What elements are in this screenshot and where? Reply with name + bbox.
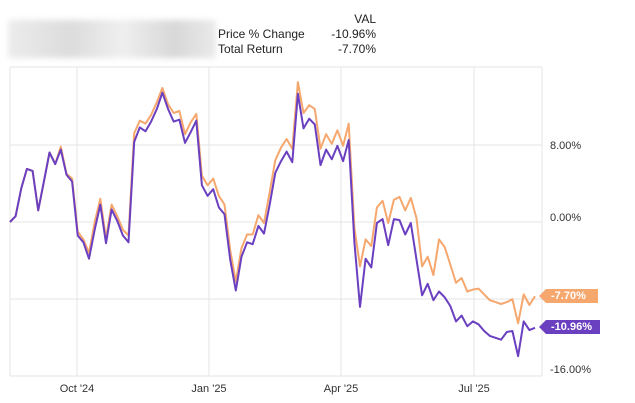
- y-tick-0: 0.00%: [550, 212, 581, 224]
- y-axis: 8.00% 0.00% -16.00%: [550, 140, 591, 376]
- legend-value-price-change: -10.96%: [331, 27, 376, 41]
- end-tag-price-change-text: -10.96%: [551, 321, 592, 333]
- x-axis: Oct '24 Jan '25 Apr '25 Jul '25: [60, 383, 490, 395]
- end-tag-total-return-shape: [539, 289, 598, 303]
- x-tick-jan: Jan '25: [191, 383, 226, 395]
- y-tick-8: 8.00%: [550, 140, 581, 152]
- series-layer: [9, 81, 536, 358]
- legend-ticker: VAL: [354, 12, 376, 26]
- x-tick-jul: Jul '25: [458, 383, 489, 395]
- x-tick-apr: Apr '25: [324, 383, 359, 395]
- legend-row-price-change: Price % Change -10.96%: [218, 27, 376, 42]
- series-line-total-return: [9, 81, 536, 325]
- end-label-price-change: -10.96%: [539, 320, 600, 334]
- legend-label-price-change: Price % Change: [218, 27, 305, 41]
- legend-label-total-return: Total Return: [218, 42, 283, 56]
- legend-row-total-return: Total Return -7.70%: [218, 42, 376, 57]
- redacted-logo-area: [8, 20, 216, 58]
- end-tag-price-change-shape: [539, 320, 600, 334]
- legend-table: VAL Price % Change -10.96% Total Return …: [218, 12, 376, 57]
- end-tag-total-return-text: -7.70%: [551, 290, 586, 302]
- grid-layer: [9, 66, 543, 377]
- x-tick-oct: Oct '24: [60, 383, 95, 395]
- series-line-price-change: [9, 91, 536, 358]
- y-tick-minus-16: -16.00%: [550, 364, 591, 376]
- legend-value-total-return: -7.70%: [337, 42, 376, 56]
- end-label-total-return: -7.70%: [539, 289, 598, 303]
